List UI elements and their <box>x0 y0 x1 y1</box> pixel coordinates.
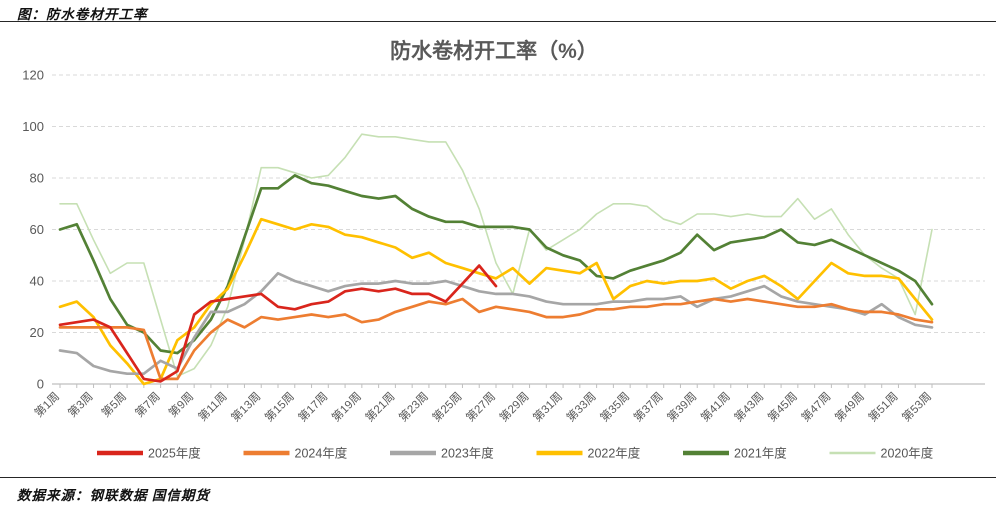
legend-item-2022年度: 2022年度 <box>536 446 641 461</box>
series-line-2022年度 <box>58 217 934 386</box>
x-tick-label: 第41周 <box>698 389 733 424</box>
x-tick-label: 第7周 <box>132 389 163 420</box>
x-tick-label: 第35周 <box>597 389 632 424</box>
series-line-2020年度 <box>59 133 933 378</box>
y-tick-label: 100 <box>22 119 44 134</box>
legend-label: 2024年度 <box>295 446 348 461</box>
legend-label: 2023年度 <box>441 446 494 461</box>
series-line-2024年度 <box>58 297 934 381</box>
source-note: 数据来源：钢联数据 国信期货 <box>17 488 210 503</box>
legend-label: 2021年度 <box>734 446 787 461</box>
x-tick-label: 第23周 <box>396 389 431 424</box>
y-tick-label: 120 <box>22 68 44 83</box>
x-tick-label: 第5周 <box>99 389 130 420</box>
legend-item-2024年度: 2024年度 <box>243 446 348 461</box>
legend-item-2023年度: 2023年度 <box>390 446 494 461</box>
y-tick-label: 0 <box>37 377 44 392</box>
chart-title: 防水卷材开工率（%） <box>390 39 598 63</box>
y-tick-label: 80 <box>30 171 44 186</box>
x-tick-label: 第3周 <box>65 389 96 420</box>
legend: 2025年度 2024年度 2023年度 2022年度 2021年度 2020年度 <box>97 446 934 461</box>
series-line-2025年度 <box>58 264 498 383</box>
y-tick-label: 60 <box>30 222 44 237</box>
legend-item-2021年度: 2021年度 <box>683 446 787 461</box>
x-tick-label: 第51周 <box>865 389 900 424</box>
top-divider <box>0 21 996 22</box>
x-tick-label: 第15周 <box>262 389 297 424</box>
x-tick-label: 第1周 <box>31 389 62 420</box>
x-tick-label: 第17周 <box>295 389 330 424</box>
x-tick-label: 第49周 <box>832 389 867 424</box>
legend-item-2020年度: 2020年度 <box>829 446 934 461</box>
legend-label: 2020年度 <box>881 446 934 461</box>
x-tick-label: 第33周 <box>564 389 599 424</box>
legend-label: 2022年度 <box>588 446 641 461</box>
x-tick-label: 第25周 <box>429 389 464 424</box>
series-line-2021年度 <box>58 174 934 355</box>
legend-label: 2025年度 <box>148 446 201 461</box>
x-tick-label: 第29周 <box>496 389 531 424</box>
x-tick-label: 第45周 <box>765 389 800 424</box>
x-tick-label: 第13周 <box>228 389 263 424</box>
bottom-divider <box>0 477 996 478</box>
x-tick-label: 第47周 <box>798 389 833 424</box>
x-tick-label: 第11周 <box>195 389 230 424</box>
figure-caption: 图：防水卷材开工率 <box>17 7 148 22</box>
x-tick-label: 第19周 <box>329 389 364 424</box>
x-tick-label: 第37周 <box>631 389 666 424</box>
x-tick-label: 第39周 <box>664 389 699 424</box>
y-tick-label: 20 <box>30 325 44 340</box>
x-tick-label: 第9周 <box>166 389 197 420</box>
x-tick-label: 第43周 <box>731 389 766 424</box>
x-tick-label: 第31周 <box>530 389 565 424</box>
x-tick-label: 第21周 <box>362 389 397 424</box>
y-tick-label: 40 <box>30 274 44 289</box>
x-tick-label: 第27周 <box>463 389 498 424</box>
series-line-2023年度 <box>58 271 934 376</box>
x-tick-label: 第53周 <box>899 389 934 424</box>
legend-item-2025年度: 2025年度 <box>97 446 201 461</box>
